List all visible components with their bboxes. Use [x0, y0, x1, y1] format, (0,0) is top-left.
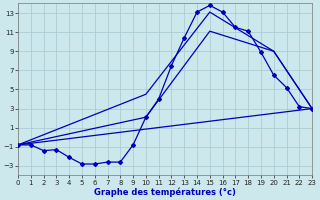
X-axis label: Graphe des températures (°c): Graphe des températures (°c)	[94, 187, 236, 197]
